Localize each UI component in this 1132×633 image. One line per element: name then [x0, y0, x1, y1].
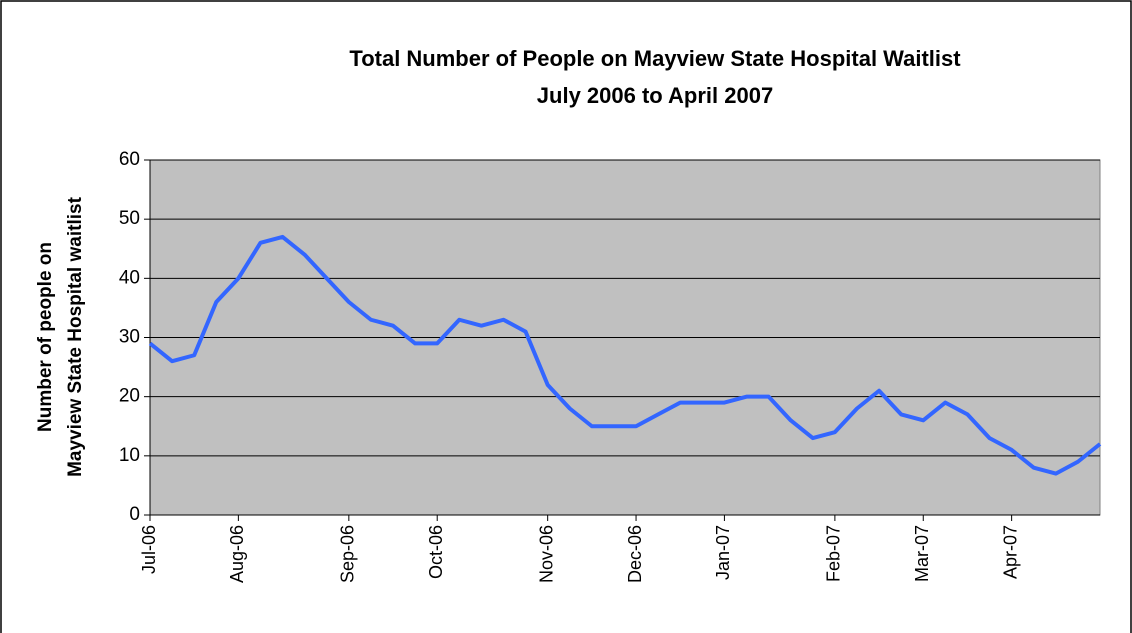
- y-axis-label: Mayview State Hospital waitlist: [65, 196, 86, 476]
- x-tick-label: Jul-06: [139, 525, 159, 574]
- data-line: [148, 234, 1102, 476]
- chart-subtitle: July 2006 to April 2007: [537, 83, 773, 108]
- x-tick-label: Apr-07: [1000, 525, 1020, 579]
- y-tick-label: 20: [119, 386, 140, 407]
- x-tick-label: Nov-06: [536, 525, 556, 583]
- x-tick-label: Jan-07: [713, 525, 733, 580]
- y-tick-label: 50: [119, 208, 140, 229]
- x-tick-label: Mar-07: [912, 525, 932, 582]
- y-tick-label: 0: [129, 504, 140, 525]
- x-tick-label: Sep-06: [338, 525, 358, 583]
- x-tick-label: Feb-07: [824, 525, 844, 582]
- x-tick-label: Oct-06: [426, 525, 446, 579]
- y-tick-label: 30: [119, 327, 140, 348]
- chart-title: Total Number of People on Mayview State …: [349, 46, 961, 71]
- x-tick-label: Dec-06: [625, 525, 645, 583]
- y-tick-label: 40: [119, 267, 140, 288]
- x-tick-label: Aug-06: [227, 525, 247, 583]
- y-axis-label: Number of people on: [35, 242, 56, 432]
- y-tick-label: 10: [119, 445, 140, 466]
- y-tick-label: 60: [119, 149, 140, 170]
